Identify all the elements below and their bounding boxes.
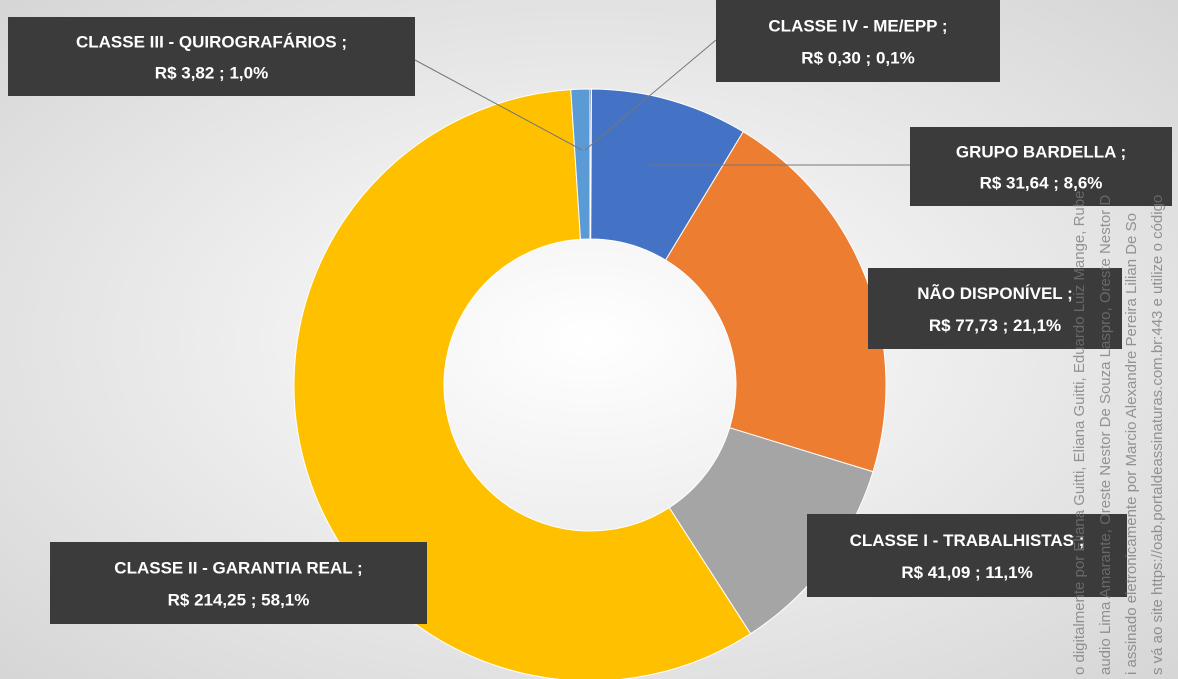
label-value: R$ 41,09 ; 11,1%	[901, 563, 1032, 582]
label-box	[807, 514, 1127, 597]
watermark-line: audio Lima Amarante, Oreste Nestor De So…	[1097, 195, 1114, 675]
leader-line	[414, 59, 583, 151]
label-box	[868, 268, 1122, 349]
label-category: NÃO DISPONÍVEL ;	[917, 283, 1073, 303]
slice	[293, 89, 752, 679]
label-value: R$ 31,64 ; 8,6%	[980, 173, 1103, 192]
donut	[293, 88, 887, 679]
data-labels: CLASSE IV - ME/EPP ; R$ 0,30 ; 0,1% GRUPO …	[8, 0, 1172, 624]
label-category: CLASSE IV - ME/EPP ;	[768, 17, 947, 36]
label-value: R$ 0,30 ; 0,1%	[801, 49, 914, 68]
label-category: CLASSE II - GARANTIA REAL ;	[114, 559, 362, 578]
label-category: CLASSE III - QUIROGRAFÁRIOS ;	[76, 33, 347, 52]
label-box	[8, 17, 415, 96]
label-category: GRUPO BARDELLA ;	[956, 143, 1126, 162]
watermark-line: i assinado eletronicamente por Marcio Al…	[1123, 213, 1140, 675]
label-box	[50, 542, 427, 624]
label-box	[910, 127, 1172, 206]
label-category: CLASSE I - TRABALHISTAS ;	[850, 531, 1085, 550]
data-label: GRUPO BARDELLA ; R$ 31,64 ; 8,6%	[910, 127, 1172, 206]
label-value: R$ 3,82 ; 1,0%	[155, 63, 268, 82]
watermark: o digitalmente por Eliana Guitti, Eliana…	[1071, 191, 1166, 675]
data-label: NÃO DISPONÍVEL ; R$ 77,73 ; 21,1%	[868, 268, 1122, 349]
data-label: CLASSE I - TRABALHISTAS ; R$ 41,09 ; 11,1…	[807, 514, 1127, 597]
data-label: CLASSE II - GARANTIA REAL ; R$ 214,25 ; 5…	[50, 542, 427, 624]
watermark-line: s vá ao site https://oab.portaldeassinat…	[1149, 195, 1166, 675]
data-label: CLASSE III - QUIROGRAFÁRIOS ; R$ 3,82 ; 1…	[8, 17, 415, 96]
slice	[664, 131, 887, 473]
watermark-line: o digitalmente por Eliana Guitti, Eliana…	[1071, 191, 1088, 675]
slice	[570, 88, 591, 240]
leader-lines	[414, 39, 910, 166]
leader-line	[584, 39, 717, 151]
label-value: R$ 77,73 ; 21,1%	[929, 316, 1061, 335]
label-value: R$ 214,25 ; 58,1%	[168, 591, 310, 610]
label-box	[716, 0, 1000, 82]
data-label: CLASSE IV - ME/EPP ; R$ 0,30 ; 0,1%	[716, 0, 1000, 82]
